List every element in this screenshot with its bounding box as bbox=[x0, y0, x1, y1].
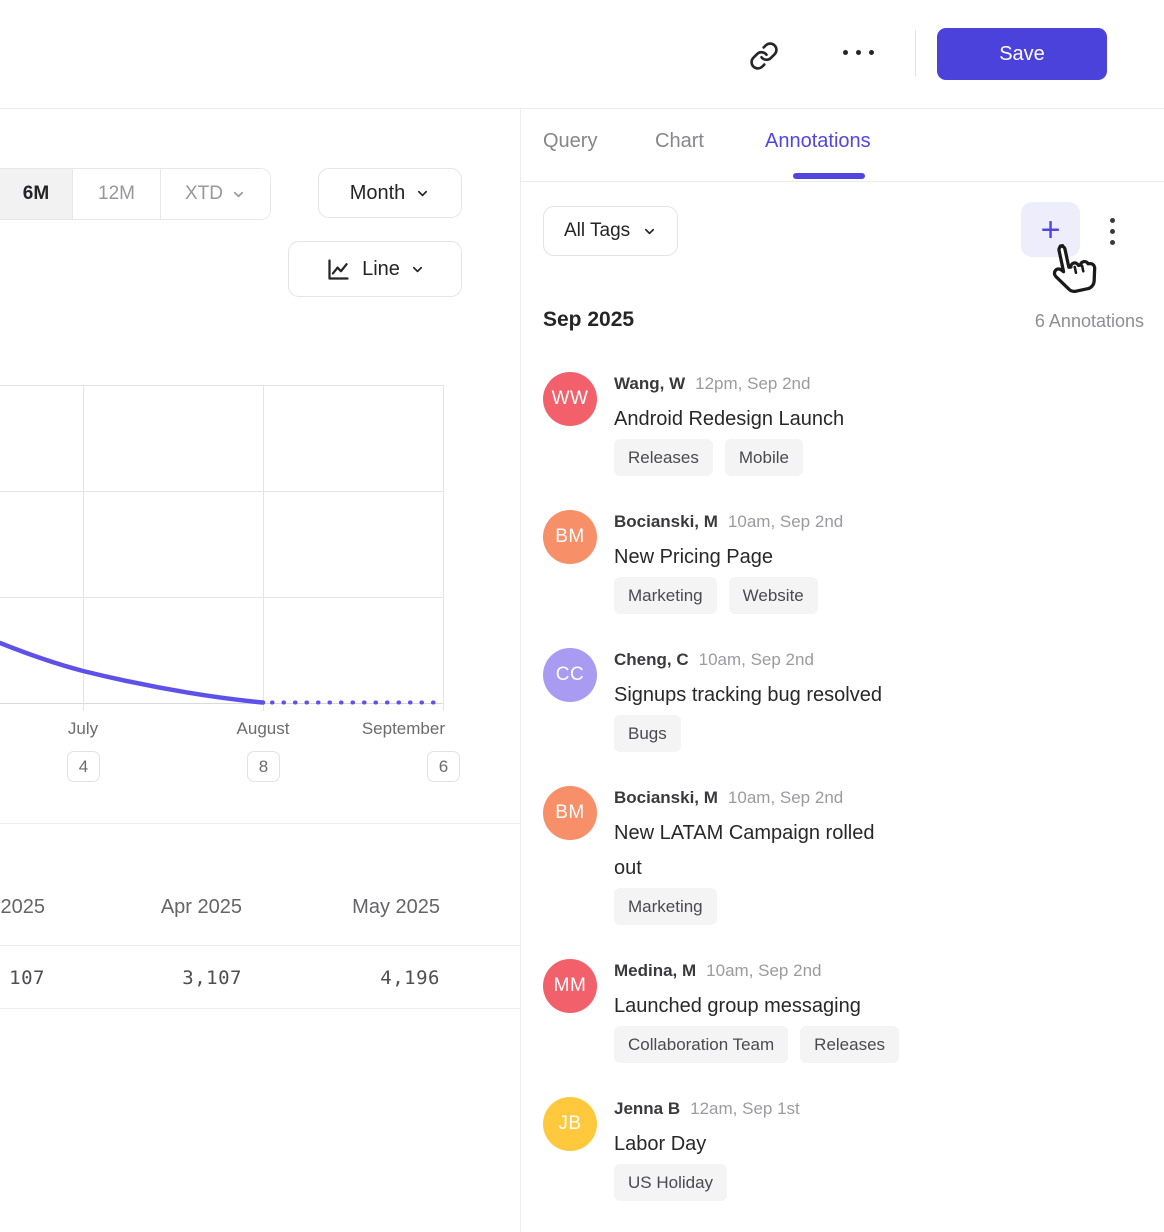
table-header-border bbox=[0, 945, 520, 946]
tag-filter-dropdown[interactable]: All Tags bbox=[543, 206, 679, 256]
annotation-item[interactable]: JB Jenna B 12am, Sep 1st Labor Day US Ho… bbox=[543, 1097, 1123, 1201]
table-top-border bbox=[0, 823, 520, 824]
annotation-title: Launched group messaging bbox=[614, 995, 861, 1017]
content-top-border bbox=[0, 108, 1164, 109]
annotation-author: Bocianski, M bbox=[614, 788, 718, 807]
avatar: CC bbox=[543, 648, 597, 702]
line-chart-icon bbox=[328, 258, 349, 280]
ellipsis-icon bbox=[843, 50, 848, 55]
annotation-timestamp: 12am, Sep 1st bbox=[690, 1099, 800, 1118]
tab-chart[interactable]: Chart bbox=[655, 130, 704, 152]
save-button[interactable]: Save bbox=[937, 28, 1107, 80]
table-value-col2: 3,107 bbox=[182, 967, 242, 989]
series-line bbox=[0, 640, 266, 705]
avatar: WW bbox=[543, 372, 597, 426]
annotation-author: Jenna B bbox=[614, 1099, 681, 1118]
range-option-xtd[interactable]: XTD bbox=[160, 169, 270, 219]
table-header-col1: 2025 bbox=[0, 896, 46, 918]
kebab-menu-icon bbox=[1110, 218, 1115, 223]
annotation-author: Wang, W bbox=[614, 374, 686, 393]
annotation-timestamp: 10am, Sep 2nd bbox=[706, 961, 822, 980]
annotation-item[interactable]: BM Bocianski, M 10am, Sep 2nd New LATAM … bbox=[543, 786, 1123, 925]
active-tab-underline bbox=[793, 173, 865, 179]
share-link-button[interactable] bbox=[746, 38, 782, 74]
panel-divider bbox=[520, 108, 521, 1232]
annotations-count: 6 Annotations bbox=[1034, 311, 1144, 331]
date-range-control: 6M 12M XTD bbox=[0, 168, 271, 220]
tabs-bottom-border bbox=[521, 181, 1164, 182]
annotation-author: Bocianski, M bbox=[614, 512, 718, 531]
x-tick-september: September bbox=[361, 719, 445, 738]
annotation-item[interactable]: MM Medina, M 10am, Sep 2nd Launched grou… bbox=[543, 959, 1123, 1063]
annotation-timestamp: 10am, Sep 2nd bbox=[727, 512, 844, 531]
table-header-col3: May 2025 bbox=[352, 896, 440, 918]
avatar: BM bbox=[543, 786, 597, 840]
annotation-count-badge-july[interactable]: 4 bbox=[67, 751, 100, 782]
range-option-12m[interactable]: 12M bbox=[72, 169, 160, 219]
add-annotation-button[interactable]: + bbox=[1021, 202, 1080, 257]
avatar: JB bbox=[543, 1097, 597, 1151]
avatar: BM bbox=[543, 510, 597, 564]
annotation-item[interactable]: BM Bocianski, M 10am, Sep 2nd New Pricin… bbox=[543, 510, 1123, 614]
annotation-tag[interactable]: Mobile bbox=[724, 439, 803, 476]
table-value-col3: 4,196 bbox=[380, 967, 440, 989]
tab-annotations[interactable]: Annotations bbox=[765, 130, 871, 152]
toolbar-divider bbox=[915, 30, 916, 77]
annotation-tag[interactable]: Bugs bbox=[614, 715, 681, 752]
annotation-item[interactable]: WW Wang, W 12pm, Sep 2nd Android Redesig… bbox=[543, 372, 1123, 476]
annotation-tag[interactable]: Collaboration Team bbox=[614, 1026, 789, 1063]
more-options-button[interactable] bbox=[843, 50, 874, 55]
avatar: MM bbox=[543, 959, 597, 1013]
annotation-count-badge-september[interactable]: 6 bbox=[427, 751, 460, 782]
annotation-author: Medina, M bbox=[614, 961, 697, 980]
chart-type-button[interactable]: Line bbox=[288, 241, 462, 297]
annotation-item[interactable]: CC Cheng, C 10am, Sep 2nd Signups tracki… bbox=[543, 648, 1123, 752]
annotation-tag[interactable]: Marketing bbox=[614, 888, 717, 925]
x-tick-august: August bbox=[236, 719, 290, 738]
annotation-tag[interactable]: Marketing bbox=[614, 577, 717, 614]
range-option-6m[interactable]: 6M bbox=[0, 169, 72, 219]
annotation-title: New LATAM Campaign rolled out bbox=[614, 822, 875, 879]
granularity-button[interactable]: Month bbox=[318, 168, 462, 218]
annotations-menu-button[interactable] bbox=[1108, 216, 1117, 247]
table-header-col2: Apr 2025 bbox=[160, 896, 242, 918]
annotation-author: Cheng, C bbox=[614, 650, 689, 669]
annotation-tag[interactable]: Releases bbox=[800, 1026, 900, 1063]
annotation-timestamp: 10am, Sep 2nd bbox=[698, 650, 814, 669]
annotations-group-header: Sep 2025 bbox=[543, 308, 635, 331]
chevron-down-icon bbox=[233, 191, 244, 197]
annotation-title: Signups tracking bug resolved bbox=[614, 684, 882, 706]
chevron-down-icon bbox=[645, 228, 655, 234]
tab-query[interactable]: Query bbox=[543, 130, 598, 152]
line-chart-plot bbox=[0, 385, 445, 711]
table-row-border bbox=[0, 1008, 520, 1009]
annotation-tag[interactable]: Releases bbox=[614, 439, 713, 476]
chevron-down-icon bbox=[412, 266, 422, 272]
x-tick-july: July bbox=[67, 719, 99, 738]
cursor-icon bbox=[1052, 243, 1097, 293]
annotation-tag[interactable]: Website bbox=[728, 577, 818, 614]
annotation-title: Labor Day bbox=[614, 1133, 707, 1155]
annotation-title: New Pricing Page bbox=[614, 546, 773, 568]
annotation-timestamp: 10am, Sep 2nd bbox=[727, 788, 844, 807]
table-value-col1: 107 bbox=[9, 967, 45, 989]
annotation-count-badge-august[interactable]: 8 bbox=[247, 751, 280, 782]
annotation-tag[interactable]: US Holiday bbox=[614, 1164, 728, 1201]
chevron-down-icon bbox=[418, 190, 428, 196]
annotation-timestamp: 12pm, Sep 2nd bbox=[695, 374, 811, 393]
annotation-title: Android Redesign Launch bbox=[614, 408, 845, 430]
link-icon bbox=[750, 42, 778, 70]
